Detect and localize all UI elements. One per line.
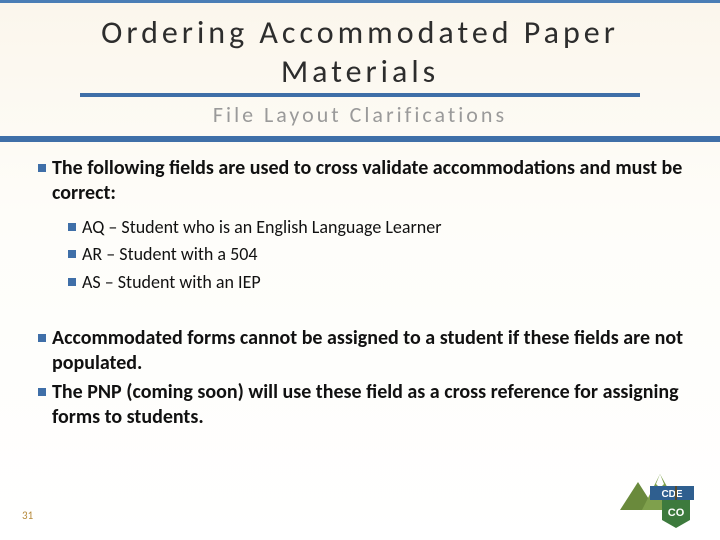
bullet-square-icon (38, 334, 46, 342)
bullet-square-icon (68, 278, 76, 286)
divider-bar (0, 136, 720, 142)
bullet-square-icon (38, 388, 46, 396)
bullet-level1: The following fields are used to cross v… (38, 156, 690, 206)
page-number: 31 (22, 509, 33, 522)
bullet-text: AQ – Student who is an English Language … (82, 216, 441, 239)
slide-subtitle: File Layout Clarifications (0, 101, 720, 128)
logo-banner-text: CDE (661, 489, 682, 500)
bullet-level1: Accommodated forms cannot be assigned to… (38, 326, 690, 376)
bullet-text: AS – Student with an IEP (82, 271, 261, 294)
bullet-square-icon (68, 250, 76, 258)
bullet-text: Accommodated forms cannot be assigned to… (52, 326, 690, 376)
bullet-level2: AR – Student with a 504 (68, 243, 690, 266)
slide: Ordering Accommodated Paper Materials Fi… (0, 0, 720, 540)
bullet-level2: AQ – Student who is an English Language … (68, 216, 690, 239)
content-area: The following fields are used to cross v… (0, 156, 720, 430)
cde-logo: CDE CO (612, 464, 702, 530)
bullet-square-icon (38, 164, 46, 172)
bullet-level2: AS – Student with an IEP (68, 271, 690, 294)
bullet-square-icon (68, 223, 76, 231)
title-underline (80, 93, 640, 97)
bullet-level1: The PNP (coming soon) will use these fie… (38, 380, 690, 430)
bullet-text: The PNP (coming soon) will use these fie… (52, 380, 690, 430)
bullet-text: The following fields are used to cross v… (52, 156, 690, 206)
bullet-text: AR – Student with a 504 (82, 243, 257, 266)
slide-title: Ordering Accommodated Paper Materials (0, 3, 720, 93)
logo-badge-text: CO (668, 507, 685, 519)
